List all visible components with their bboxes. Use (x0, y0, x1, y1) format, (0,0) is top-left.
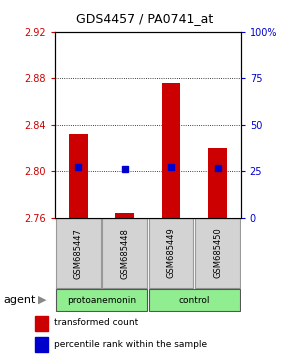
Bar (56, 218, 101, 288)
Bar (149, 289, 240, 311)
Text: GDS4457 / PA0741_at: GDS4457 / PA0741_at (76, 12, 214, 25)
Text: percentile rank within the sample: percentile rank within the sample (54, 340, 207, 349)
Text: ▶: ▶ (38, 295, 46, 305)
Bar (35, 316, 48, 331)
Text: GSM685447: GSM685447 (74, 228, 83, 279)
Text: GSM685448: GSM685448 (120, 228, 129, 279)
Bar (195, 218, 240, 288)
Bar (208, 148, 227, 218)
Bar (69, 134, 88, 218)
Text: agent: agent (3, 295, 35, 305)
Bar (115, 213, 134, 218)
Bar (149, 218, 193, 288)
Text: GSM685450: GSM685450 (213, 228, 222, 279)
Text: GSM685449: GSM685449 (166, 228, 176, 279)
Text: control: control (179, 296, 210, 304)
Bar (35, 337, 48, 352)
Text: protoanemonin: protoanemonin (67, 296, 136, 304)
Bar (56, 289, 147, 311)
Bar (102, 218, 147, 288)
Bar (162, 83, 180, 218)
Text: transformed count: transformed count (54, 319, 138, 327)
